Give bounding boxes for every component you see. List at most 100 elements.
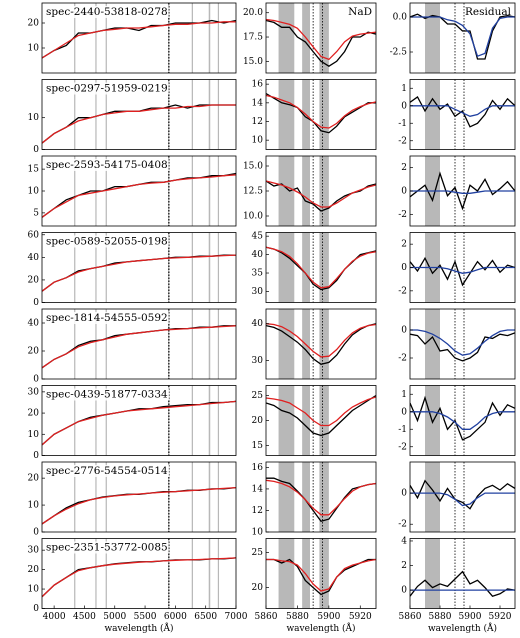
shaded-band (168, 462, 170, 532)
shaded-band (168, 156, 170, 226)
series-line (266, 246, 376, 289)
plot-frame (41, 461, 237, 533)
shaded-band (302, 462, 310, 532)
plot-frame (409, 79, 516, 150)
y-tick-label: 0 (401, 489, 407, 499)
y-tick-label: 45 (252, 232, 264, 242)
shaded-band (208, 79, 211, 150)
x-tick-label: 5000 (103, 612, 126, 622)
y-tick-label: 20 (28, 19, 40, 29)
x-tick-label: 5500 (134, 612, 157, 622)
shaded-band (168, 309, 170, 379)
plot-frame (41, 308, 237, 380)
y-tick-label: 16 (252, 463, 264, 473)
y-tick-label: 40 (252, 319, 264, 329)
y-tick-label: 20 (252, 416, 264, 426)
shaded-band (191, 309, 193, 379)
x-tick-label: 5860 (399, 612, 422, 622)
y-tick-label: -2 (398, 286, 407, 296)
y-tick-label: 14 (252, 484, 264, 494)
y-tick-label: 20 (28, 275, 40, 285)
y-tick-label: 12.5 (243, 187, 263, 197)
y-tick-label: 10 (28, 501, 40, 511)
shaded-band (208, 232, 211, 303)
shaded-band (74, 309, 76, 379)
series-line (42, 400, 236, 446)
y-tick-label: 10 (28, 113, 40, 123)
y-tick-label: 15 (28, 165, 40, 175)
shaded-band (168, 232, 170, 303)
title-bg (45, 159, 169, 171)
series-line (42, 104, 236, 144)
shaded-band (319, 309, 329, 379)
series-line (42, 21, 236, 59)
y-tick-label: 17.5 (243, 33, 263, 43)
series-line (42, 325, 236, 369)
series-line (266, 323, 376, 358)
series-line (410, 16, 515, 58)
shaded-band (217, 462, 220, 532)
shaded-band (302, 385, 310, 456)
series-line (410, 479, 515, 510)
y-tick-label: -2 (398, 354, 407, 364)
plot-frame (409, 461, 516, 533)
series-line (410, 411, 515, 430)
y-tick-label: 20 (28, 409, 40, 419)
series-line (42, 400, 236, 446)
panel-title: NaD (348, 6, 372, 18)
shaded-band (191, 3, 193, 73)
shaded-band (208, 385, 211, 456)
plot-frame (265, 538, 377, 609)
panel-title: spec-0589-52055-0198 (46, 236, 168, 248)
plot-frame (409, 538, 516, 609)
y-tick-label: 2 (401, 240, 407, 250)
y-tick-label: 20 (28, 565, 40, 575)
y-tick-label: 10 (28, 430, 40, 440)
series-line (266, 394, 376, 437)
shaded-band (425, 79, 440, 150)
panel-title: spec-1814-54555-0592 (46, 312, 168, 324)
shaded-band (278, 79, 295, 150)
y-tick-label: 10 (252, 136, 264, 146)
shaded-band (425, 538, 440, 609)
shaded-band (105, 538, 107, 609)
shaded-band (217, 79, 220, 150)
y-tick-label: -2 (398, 442, 407, 452)
series-line (42, 174, 236, 218)
y-tick-label: 0 (33, 375, 39, 385)
plot-frame (409, 2, 516, 74)
y-tick-label: 10 (252, 528, 264, 538)
y-tick-label: 16 (252, 80, 264, 90)
y-tick-label: 60 (28, 230, 40, 240)
panel-title: spec-0439-51877-0334 (46, 389, 168, 401)
y-tick-label: 14 (252, 98, 264, 108)
shaded-band (278, 232, 295, 303)
series-line (266, 94, 376, 129)
shaded-band (191, 156, 193, 226)
plot-frame (265, 79, 377, 150)
shaded-band (74, 462, 76, 532)
y-tick-label: 0 (401, 101, 407, 111)
plot-frame (409, 308, 516, 380)
series-line (266, 92, 376, 134)
series-line (42, 172, 236, 218)
y-tick-label: 10 (28, 585, 40, 595)
y-tick-label: 0 (401, 407, 407, 417)
shaded-band (105, 309, 107, 379)
y-tick-label: 1 (401, 390, 407, 400)
series-line (266, 396, 376, 427)
y-tick-label: 15.0 (243, 162, 263, 172)
series-line (266, 558, 376, 592)
shaded-band (95, 538, 97, 609)
shaded-band (95, 309, 97, 379)
panel-title: spec-2351-53772-0085 (46, 542, 168, 554)
plot-frame (41, 538, 237, 609)
plot-frame (41, 2, 237, 74)
y-tick-label: 40 (252, 250, 264, 260)
series-line (42, 557, 236, 598)
series-line (410, 492, 515, 507)
title-bg (45, 235, 169, 248)
shaded-band (319, 462, 329, 532)
y-tick-label: 20 (252, 583, 264, 593)
shaded-band (278, 462, 295, 532)
